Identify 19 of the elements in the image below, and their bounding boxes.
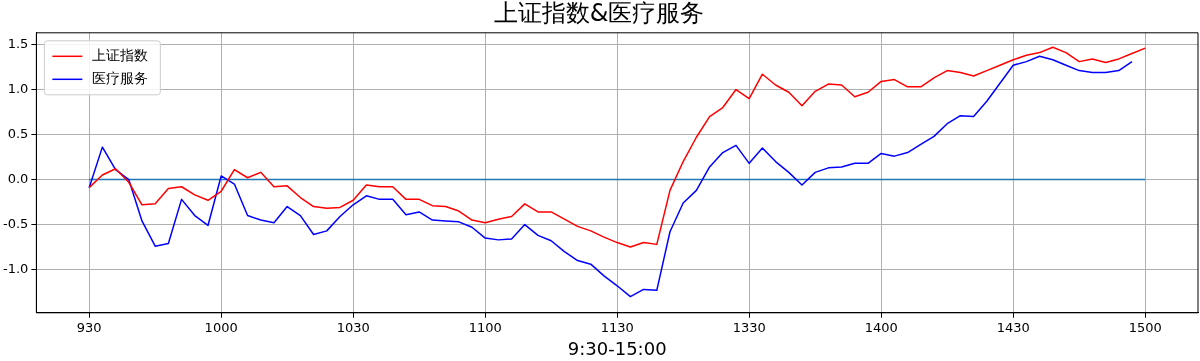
- x-axis-title: 9:30-15:00: [567, 337, 667, 359]
- x-tick-label: 930: [76, 319, 102, 335]
- y-tick-label: 0.0: [7, 170, 29, 186]
- x-tick-label: 1000: [204, 319, 238, 335]
- legend-label: 医疗服务: [92, 69, 149, 86]
- x-tick-label: 1100: [468, 319, 502, 335]
- y-tick-label: -0.5: [2, 215, 29, 231]
- legend-label: 上证指数: [92, 46, 149, 63]
- x-tick-label: 1330: [732, 319, 766, 335]
- x-tick-label: 1500: [1128, 319, 1162, 335]
- x-tick-label: 1130: [600, 319, 634, 335]
- x-tick-label: 1030: [336, 319, 370, 335]
- x-tick-label: 1400: [864, 319, 898, 335]
- x-tick-label: 1430: [996, 319, 1030, 335]
- y-tick-label: 1.5: [7, 35, 29, 51]
- y-tick-label: -1.0: [2, 260, 29, 276]
- y-tick-label: 1.0: [7, 80, 29, 96]
- chart-title: 上证指数&医疗服务: [493, 0, 705, 27]
- y-tick-label: 0.5: [7, 125, 29, 141]
